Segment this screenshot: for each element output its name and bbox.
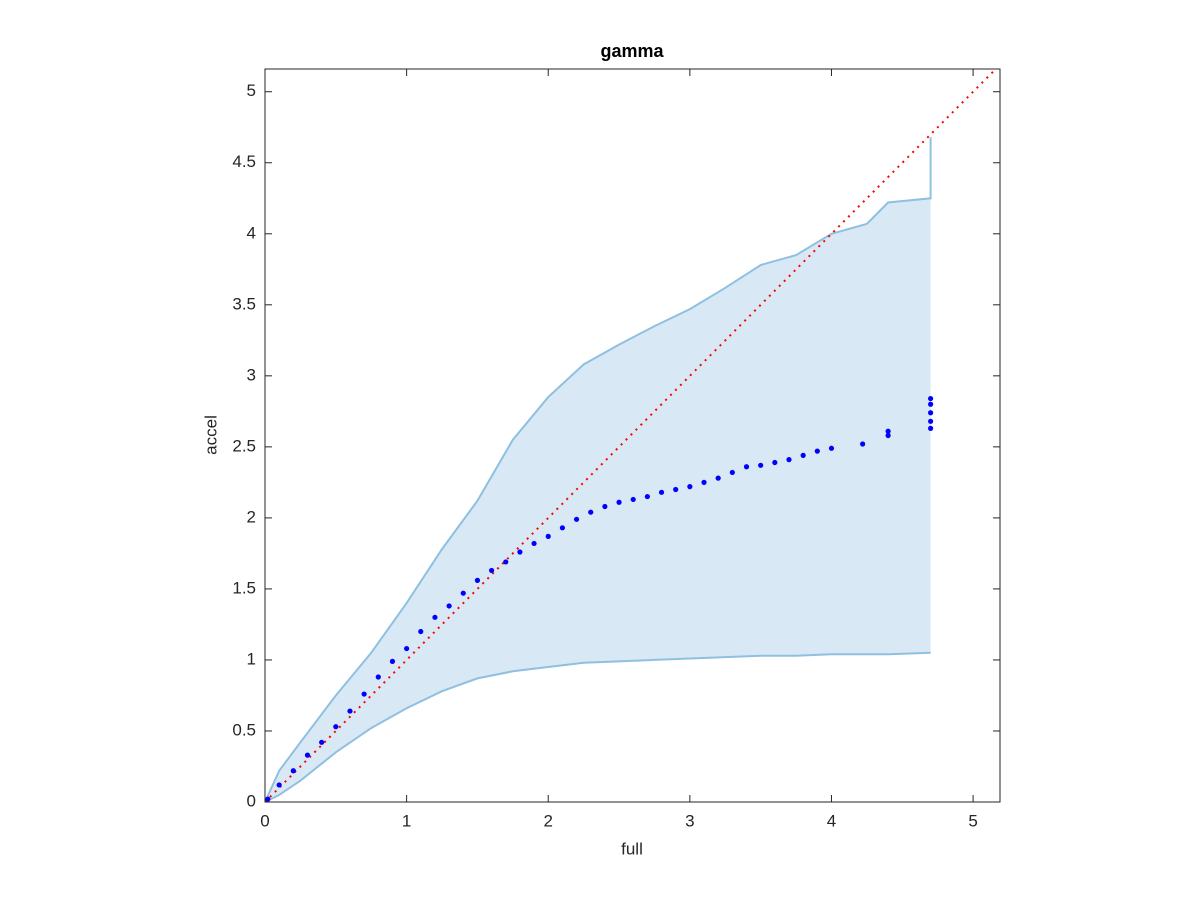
point (928, 418, 934, 424)
point (885, 428, 891, 434)
point (772, 459, 778, 466)
point (701, 479, 707, 485)
reference-line (265, 69, 997, 802)
y-tick-label: 4.5 (232, 152, 256, 171)
y-tick-label: 1 (247, 649, 256, 668)
x-tick-label: 5 (968, 811, 977, 830)
point (885, 432, 891, 439)
x-tick-label: 1 (402, 811, 411, 830)
point (389, 658, 396, 664)
point (860, 441, 866, 447)
point (786, 457, 792, 463)
y-tick-label: 0 (247, 791, 256, 810)
point (616, 499, 622, 505)
point (361, 691, 367, 697)
point (928, 395, 934, 402)
point (758, 462, 764, 468)
point (743, 464, 750, 470)
point (630, 496, 636, 503)
x-tick-label: 0 (260, 811, 269, 830)
point (814, 448, 820, 454)
band-upper (265, 137, 932, 802)
point (928, 401, 934, 407)
point (588, 509, 594, 515)
point (418, 628, 424, 635)
point (531, 540, 537, 547)
plot-area (265, 69, 997, 802)
point (304, 752, 311, 758)
point (319, 739, 325, 745)
point (347, 708, 353, 714)
point (573, 516, 580, 522)
point (460, 590, 466, 596)
y-tick-label: 2 (247, 507, 256, 526)
point (928, 425, 934, 431)
y-axis-label: accel (201, 415, 220, 455)
point (276, 782, 282, 788)
point (828, 445, 835, 451)
point (517, 549, 523, 555)
y-tick-label: 3.5 (232, 294, 256, 313)
point (545, 533, 551, 539)
point (928, 410, 934, 416)
point (488, 567, 495, 574)
point (687, 484, 693, 490)
x-axis-label: full (621, 839, 643, 858)
point (265, 796, 271, 802)
x-tick-label: 3 (685, 811, 694, 830)
point (729, 469, 735, 476)
point (800, 452, 806, 458)
point (602, 503, 608, 510)
point (503, 559, 509, 565)
point (559, 525, 565, 531)
point (474, 577, 481, 583)
y-tick-label: 3 (247, 365, 256, 384)
y-tick-label: 4 (247, 223, 256, 242)
point (333, 724, 339, 730)
y-tick-label: 1.5 (232, 578, 256, 597)
plot-frame (264, 68, 1001, 803)
y-tick-label: 2.5 (232, 436, 256, 455)
point (432, 614, 438, 620)
point (404, 645, 410, 652)
x-tick-label: 4 (827, 811, 836, 830)
point (644, 493, 650, 500)
chart-title: gamma (600, 41, 664, 61)
point (375, 674, 381, 680)
point (658, 489, 665, 495)
y-tick-label: 5 (247, 81, 256, 100)
point (446, 603, 452, 609)
point (673, 486, 679, 493)
point (290, 768, 296, 774)
band-lower (265, 651, 931, 802)
y-tick-label: 0.5 (232, 720, 256, 739)
x-tick-label: 2 (544, 811, 553, 830)
point (715, 475, 721, 481)
